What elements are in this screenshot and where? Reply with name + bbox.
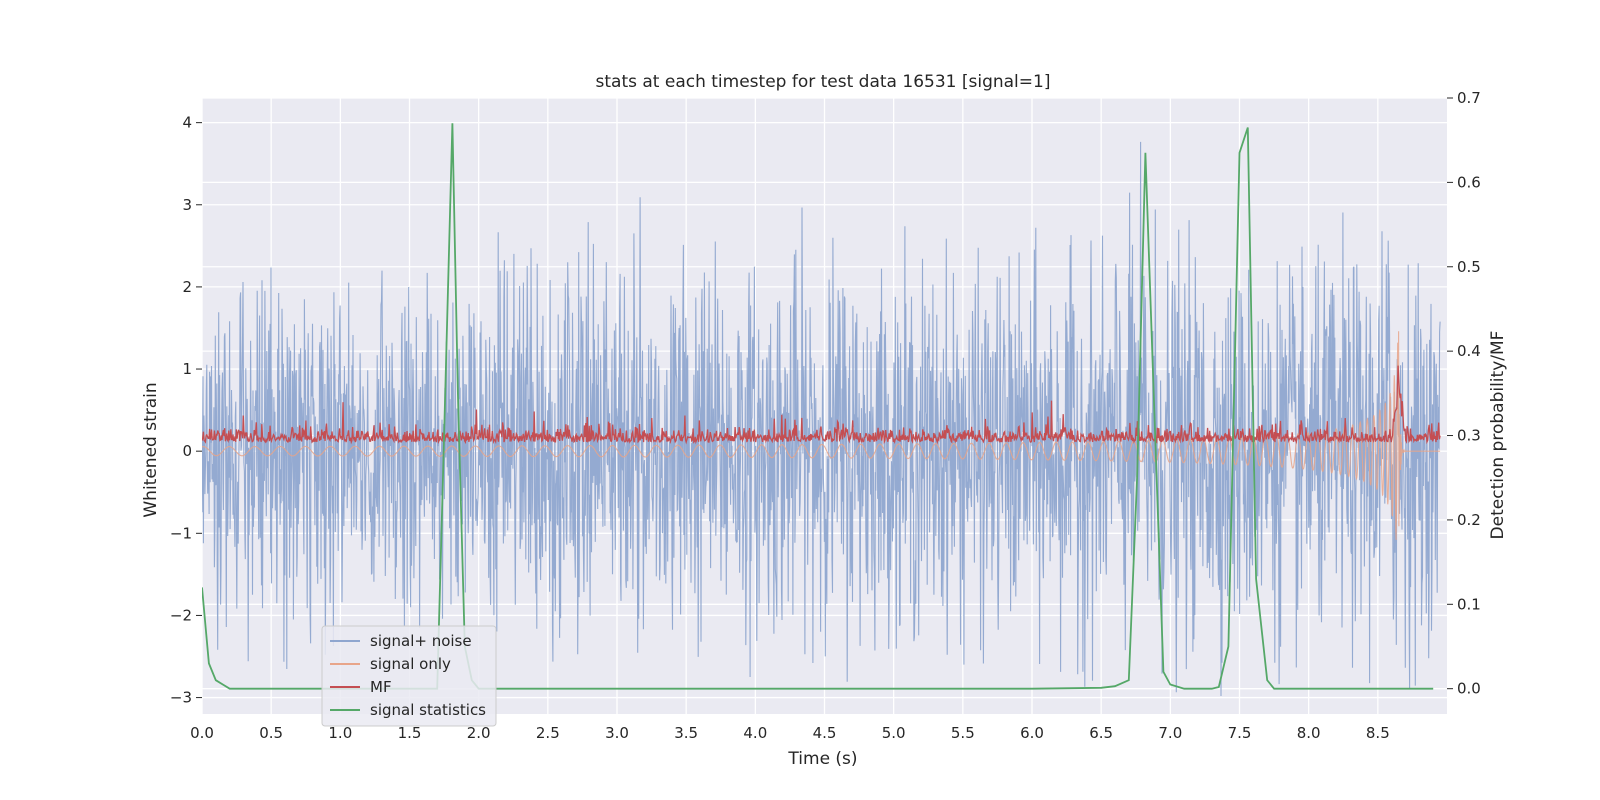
- y-tick-label: 1: [182, 360, 192, 378]
- y-axis-left: 4 3 2 1 0 −1 −2 −3: [170, 114, 202, 707]
- x-tick-label: 4.5: [813, 724, 837, 742]
- y-right-tick-label: 0.4: [1457, 342, 1481, 360]
- x-tick-label: 8.0: [1297, 724, 1321, 742]
- y-right-tick-label: 0.5: [1457, 258, 1481, 276]
- legend-label-signal-only: signal only: [370, 655, 451, 673]
- x-tick-label: 6.0: [1020, 724, 1044, 742]
- series-line-signal-only: [202, 331, 1441, 540]
- x-tick-label: 5.5: [951, 724, 975, 742]
- x-tick-label: 6.5: [1089, 724, 1113, 742]
- y-tick-label: 3: [182, 196, 192, 214]
- y-tick-label: −3: [170, 689, 192, 707]
- legend-label-signal-noise: signal+ noise: [370, 632, 472, 650]
- y-axis-label: Whitened strain: [141, 382, 161, 517]
- x-tick-label: 1.0: [328, 724, 352, 742]
- y-axis-right: 0.7 0.6 0.5 0.4 0.3 0.2 0.1 0.0: [1447, 89, 1481, 698]
- x-tick-label: 5.0: [882, 724, 906, 742]
- legend-label-signal-statistics: signal statistics: [370, 701, 486, 719]
- y-tick-label: 0: [182, 442, 192, 460]
- y-right-tick-label: 0.0: [1457, 680, 1481, 698]
- y-right-tick-label: 0.3: [1457, 427, 1481, 445]
- y-right-tick-label: 0.2: [1457, 511, 1481, 529]
- legend-box: [321, 625, 497, 727]
- y-tick-label: −2: [170, 606, 192, 624]
- y-tick-label: −1: [170, 524, 192, 542]
- x-tick-label: 2.0: [467, 724, 491, 742]
- x-tick-label: 0.0: [190, 724, 214, 742]
- y-right-tick-label: 0.6: [1457, 173, 1481, 191]
- x-tick-label: 7.5: [1228, 724, 1252, 742]
- x-tick-label: 0.5: [259, 724, 283, 742]
- y-axis-right-label: Detection probability/MF: [1488, 331, 1508, 540]
- x-tick-label: 1.5: [398, 724, 422, 742]
- legend: signal+ noise signal only MF signal stat…: [321, 625, 497, 727]
- x-tick-label: 4.0: [743, 724, 767, 742]
- x-tick-label: 8.5: [1366, 724, 1390, 742]
- x-tick-label: 2.5: [536, 724, 560, 742]
- legend-label-mf: MF: [370, 678, 392, 696]
- x-axis: 0.0 0.5 1.0 1.5 2.0 2.5 3.0 3.5 4.0 4.5 5.0 5.5 6.0 6…: [190, 724, 1390, 742]
- y-tick-label: 2: [182, 278, 192, 296]
- y-right-tick-label: 0.1: [1457, 595, 1481, 613]
- y-right-tick-label: 0.7: [1457, 89, 1481, 107]
- chart-title: stats at each timestep for test data 165…: [596, 72, 1051, 92]
- x-tick-label: 3.0: [605, 724, 629, 742]
- x-axis-label: Time (s): [787, 749, 857, 769]
- x-tick-label: 3.5: [674, 724, 698, 742]
- x-tick-label: 7.0: [1158, 724, 1182, 742]
- y-tick-label: 4: [182, 114, 192, 132]
